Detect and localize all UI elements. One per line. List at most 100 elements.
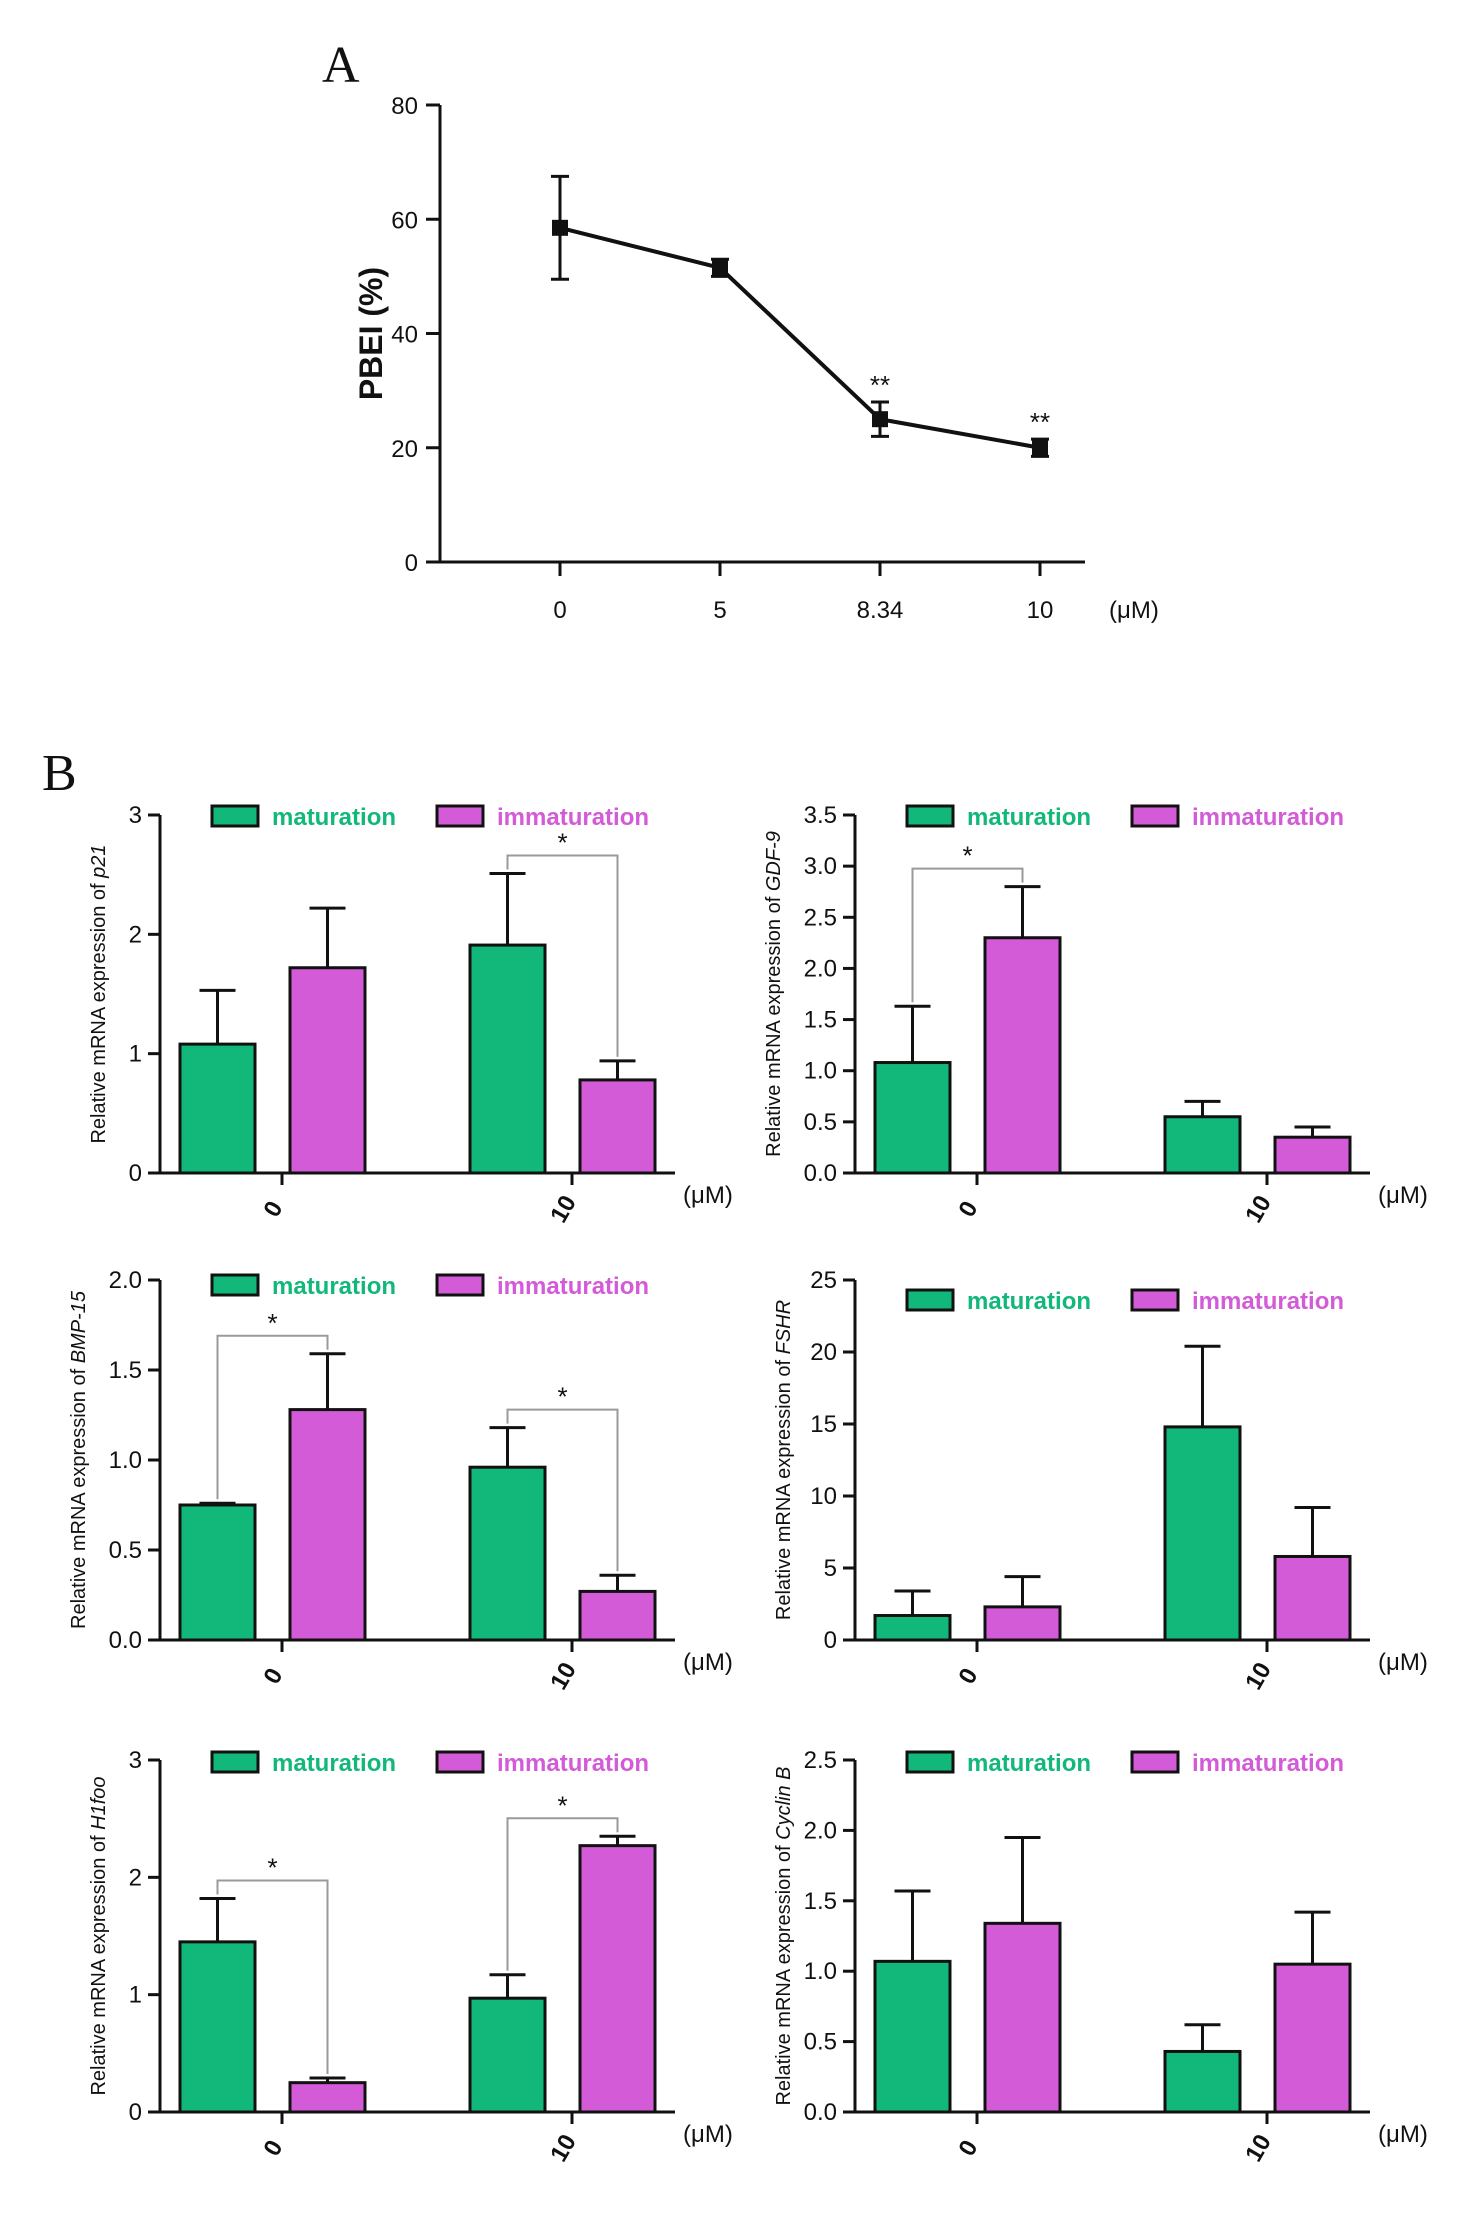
legend-swatch-immaturation: [435, 1750, 485, 1774]
bar-immaturation-0: [983, 1921, 1062, 2114]
legend-label-immaturation: immaturation: [1192, 1288, 1344, 1315]
legend-label-immaturation: immaturation: [497, 804, 649, 831]
x-tick-label: 10: [1240, 1191, 1277, 1228]
series-line: [559, 225, 1041, 450]
legend-label-immaturation: immaturation: [497, 1273, 649, 1300]
bar-immaturation-0: [983, 936, 1062, 1175]
bar-immaturation-10: [578, 1589, 657, 1642]
bar-maturation-10: [468, 943, 547, 1175]
y-axis-label-prefix: Relative mRNA expression of: [763, 891, 785, 1157]
y-axis-label: Relative mRNA expression of GDF-9: [763, 831, 785, 1157]
bar-immaturation-10: [1273, 1554, 1352, 1642]
cyclinb-bar-chart: 0.0 0.5 1.0 1.5 2.0 2.5 Relative mRNA expressi…: [773, 1747, 1428, 2167]
legend-swatch-maturation: [210, 804, 260, 828]
y-axis-label-gene: FSHR: [773, 1300, 795, 1354]
legend-label-maturation: maturation: [272, 804, 396, 831]
y-tick-label: 0.5: [804, 2029, 837, 2056]
bar-immaturation-10: [578, 1078, 657, 1175]
y-tick-label: 15: [810, 1411, 837, 1438]
y-axis-label-gene: BMP-15: [68, 1290, 90, 1363]
legend-swatch-maturation: [905, 1750, 955, 1774]
legend-swatch-maturation: [905, 804, 955, 828]
y-axis-label-prefix: Relative mRNA expression of: [773, 1840, 795, 2106]
y-axis-label-gene: Cyclin B: [773, 1766, 795, 1839]
x-tick-label: 0: [953, 1197, 983, 1222]
panel-b-letter: B: [42, 745, 77, 802]
legend-label-maturation: maturation: [967, 1750, 1091, 1777]
bar-maturation-10: [468, 1465, 547, 1642]
y-tick-label: 1: [129, 1982, 142, 2009]
y-axis-label-gene: GDF-9: [763, 831, 785, 891]
p21-bar-chart: 0 1 2 3 Relative mRNA expression of p21 matur…: [88, 802, 733, 1228]
legend-swatch-immaturation: [1130, 1288, 1180, 1312]
y-tick-label: 2.0: [804, 955, 837, 982]
y-tick-label: 3.5: [804, 802, 837, 829]
y-axis-label: PBEI (%): [353, 267, 389, 400]
bar-maturation-0: [178, 1042, 257, 1175]
y-tick-label: 3.0: [804, 853, 837, 880]
y-axis-label: Relative mRNA expression of Cyclin B: [773, 1766, 795, 2105]
significance-mark: **: [1030, 407, 1050, 437]
legend-swatch-immaturation: [435, 804, 485, 828]
legend-swatch-immaturation: [1130, 1750, 1180, 1774]
x-tick-label: 8.34: [857, 597, 904, 624]
x-tick-label: 10: [545, 1658, 582, 1695]
y-axis-label-gene: H1foo: [88, 1776, 110, 1829]
y-tick-label: 0.0: [804, 1160, 837, 1187]
bar-immaturation-0: [288, 966, 367, 1175]
x-tick-label: 0: [553, 597, 566, 624]
significance-mark: *: [962, 841, 972, 871]
significance-bracket: [216, 1334, 329, 1500]
significance-bracket: [216, 1879, 329, 2074]
y-axis-label-gene: p21: [88, 844, 110, 878]
y-tick-label: 2: [129, 1864, 142, 1891]
h1foo-bar-chart: 0 1 2 3 Relative mRNA expression of H1foo mat…: [88, 1747, 733, 2167]
unit-label: (μM): [1378, 1649, 1428, 1676]
y-tick-label: 10: [810, 1483, 837, 1510]
legend-swatch-immaturation: [1130, 804, 1180, 828]
bar-maturation-10: [1163, 2049, 1242, 2114]
significance-bracket: [911, 867, 1024, 1003]
bar-immaturation-10: [1273, 1135, 1352, 1175]
unit-label: (μM): [683, 2121, 733, 2148]
significance-bracket: [506, 1817, 619, 1971]
y-axis-label-prefix: Relative mRNA expression of: [88, 878, 110, 1144]
significance-mark: *: [557, 827, 567, 857]
bar-immaturation-0: [288, 1408, 367, 1642]
x-tick-label: 10: [1240, 1658, 1277, 1695]
bar-immaturation-0: [983, 1605, 1062, 1642]
legend-swatch-maturation: [905, 1288, 955, 1312]
y-tick-label: 2.0: [804, 1817, 837, 1844]
x-tick-label: 0: [953, 1664, 983, 1689]
legend-label-maturation: maturation: [967, 1288, 1091, 1315]
legend-label-maturation: maturation: [272, 1750, 396, 1777]
data-point: [552, 219, 568, 236]
bar-maturation-10: [1163, 1425, 1242, 1642]
y-tick-label: 80: [391, 93, 418, 120]
y-tick-label: 1.0: [109, 1447, 142, 1474]
y-tick-label: 0.5: [804, 1109, 837, 1136]
y-tick-label: 20: [810, 1339, 837, 1366]
x-tick-label: 10: [1027, 597, 1054, 624]
legend-label-maturation: maturation: [967, 804, 1091, 831]
bar-immaturation-10: [578, 1844, 657, 2114]
significance-mark: **: [870, 370, 890, 400]
y-tick-label: 0: [405, 550, 418, 577]
bar-maturation-10: [1163, 1115, 1242, 1175]
bar-maturation-0: [873, 1614, 952, 1642]
y-tick-label: 1.0: [804, 1058, 837, 1085]
panel-a-letter: A: [322, 37, 360, 94]
x-tick-label: 5: [713, 597, 726, 624]
x-tick-label: 0: [258, 1197, 288, 1222]
significance-mark: *: [267, 1852, 277, 1882]
legend-label-immaturation: immaturation: [1192, 804, 1344, 831]
y-tick-label: 2.5: [804, 1747, 837, 1774]
x-tick-label: 0: [953, 2136, 983, 2161]
y-tick-label: 5: [824, 1555, 837, 1582]
y-axis-label: Relative mRNA expression of H1foo: [88, 1776, 110, 2095]
significance-bracket: [506, 1408, 619, 1572]
y-axis-label: Relative mRNA expression of FSHR: [773, 1300, 795, 1620]
bmp15-bar-chart: 0.0 0.5 1.0 1.5 2.0 Relative mRNA expression …: [68, 1267, 733, 1695]
legend-label-immaturation: immaturation: [1192, 1750, 1344, 1777]
y-tick-label: 40: [391, 322, 418, 349]
